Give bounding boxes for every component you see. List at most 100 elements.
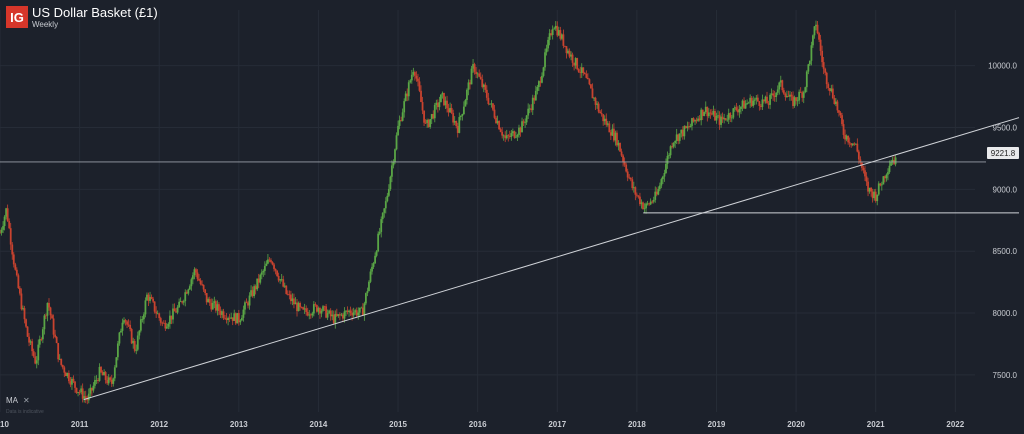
- candle-body[interactable]: [138, 330, 141, 336]
- candle-body[interactable]: [257, 278, 260, 283]
- candle-body[interactable]: [838, 110, 840, 113]
- candle-body[interactable]: [165, 326, 168, 329]
- candle-body[interactable]: [95, 380, 98, 381]
- candle-body[interactable]: [642, 202, 644, 210]
- candle-body[interactable]: [507, 135, 510, 137]
- candle-body[interactable]: [822, 62, 825, 69]
- candle-body[interactable]: [476, 73, 479, 75]
- ma-indicator[interactable]: MA ✕: [6, 396, 30, 405]
- candle-body[interactable]: [891, 159, 894, 163]
- candle-body[interactable]: [392, 161, 395, 166]
- candle-body[interactable]: [681, 129, 684, 137]
- candle-body[interactable]: [577, 69, 580, 72]
- candle-body[interactable]: [12, 254, 15, 265]
- candle-body[interactable]: [121, 322, 124, 331]
- candle-body[interactable]: [211, 302, 214, 310]
- candle-body[interactable]: [410, 74, 413, 81]
- candle-body[interactable]: [169, 315, 171, 324]
- candle-body[interactable]: [560, 34, 563, 39]
- candle-body[interactable]: [254, 286, 257, 290]
- candle-body[interactable]: [267, 259, 269, 264]
- candle-body[interactable]: [2, 226, 4, 230]
- candle-body[interactable]: [655, 191, 658, 195]
- candle-body[interactable]: [698, 118, 701, 121]
- candle-body[interactable]: [251, 290, 254, 297]
- candle-body[interactable]: [181, 301, 184, 303]
- candle-body[interactable]: [649, 201, 652, 205]
- candle-body[interactable]: [721, 116, 724, 120]
- candle-body[interactable]: [590, 84, 592, 89]
- candle-body[interactable]: [17, 275, 20, 289]
- candle-body[interactable]: [470, 68, 473, 85]
- candle-body[interactable]: [847, 135, 850, 143]
- candle-body[interactable]: [726, 119, 729, 121]
- candle-body[interactable]: [706, 106, 709, 117]
- candle-body[interactable]: [150, 297, 153, 299]
- candle-body[interactable]: [115, 357, 118, 368]
- candle-body[interactable]: [712, 111, 715, 115]
- candle-body[interactable]: [139, 319, 142, 331]
- candle-body[interactable]: [5, 208, 8, 217]
- candle-body[interactable]: [553, 28, 556, 30]
- candle-body[interactable]: [332, 314, 335, 324]
- candle-body[interactable]: [798, 91, 801, 101]
- candle-body[interactable]: [213, 301, 216, 303]
- candle-body[interactable]: [74, 381, 76, 388]
- candle-body[interactable]: [435, 102, 438, 105]
- candle-body[interactable]: [227, 317, 230, 320]
- candle-body[interactable]: [749, 97, 752, 103]
- candle-body[interactable]: [877, 183, 880, 195]
- candle-body[interactable]: [821, 50, 824, 63]
- candle-body[interactable]: [129, 324, 132, 330]
- candle-body[interactable]: [187, 289, 190, 294]
- candle-body[interactable]: [237, 313, 240, 323]
- candle-body[interactable]: [366, 291, 369, 294]
- candle-body[interactable]: [508, 136, 511, 137]
- candle-body[interactable]: [810, 45, 813, 61]
- candle-body[interactable]: [550, 33, 553, 35]
- candle-body[interactable]: [343, 311, 346, 319]
- candle-body[interactable]: [570, 54, 572, 57]
- candle-body[interactable]: [253, 286, 256, 297]
- candle-body[interactable]: [753, 99, 756, 101]
- close-icon[interactable]: ✕: [23, 396, 30, 405]
- candle-body[interactable]: [345, 310, 347, 312]
- candle-body[interactable]: [795, 97, 797, 101]
- candle-body[interactable]: [109, 377, 112, 380]
- candle-body[interactable]: [813, 26, 816, 36]
- candle-body[interactable]: [312, 304, 315, 314]
- candle-body[interactable]: [245, 302, 248, 304]
- candle-body[interactable]: [158, 313, 161, 319]
- candle-body[interactable]: [790, 94, 793, 97]
- candle-body[interactable]: [351, 312, 354, 316]
- candle-body[interactable]: [14, 264, 17, 270]
- candle-body[interactable]: [625, 164, 628, 172]
- candle-body[interactable]: [67, 373, 70, 382]
- candle-body[interactable]: [173, 308, 176, 312]
- candle-body[interactable]: [631, 179, 634, 189]
- candle-body[interactable]: [98, 366, 101, 381]
- candle-body[interactable]: [646, 203, 649, 205]
- candle-body[interactable]: [230, 317, 233, 319]
- candle-body[interactable]: [634, 187, 637, 195]
- candle-body[interactable]: [26, 326, 29, 337]
- candle-body[interactable]: [319, 307, 321, 314]
- candle-body[interactable]: [763, 99, 765, 102]
- candle-body[interactable]: [541, 75, 543, 83]
- candle-body[interactable]: [539, 81, 542, 83]
- candle-body[interactable]: [692, 118, 695, 122]
- candle-body[interactable]: [709, 112, 712, 114]
- candle-body[interactable]: [547, 39, 549, 49]
- candle-body[interactable]: [120, 330, 122, 333]
- candle-body[interactable]: [472, 64, 474, 69]
- candle-body[interactable]: [191, 275, 194, 280]
- candle-body[interactable]: [580, 67, 583, 73]
- candle-body[interactable]: [758, 101, 761, 106]
- candle-body[interactable]: [311, 313, 314, 316]
- candle-body[interactable]: [46, 302, 49, 316]
- candle-body[interactable]: [406, 93, 409, 97]
- candle-body[interactable]: [473, 64, 476, 72]
- candle-body[interactable]: [447, 108, 450, 113]
- candle-body[interactable]: [0, 229, 3, 233]
- candle-body[interactable]: [86, 398, 89, 401]
